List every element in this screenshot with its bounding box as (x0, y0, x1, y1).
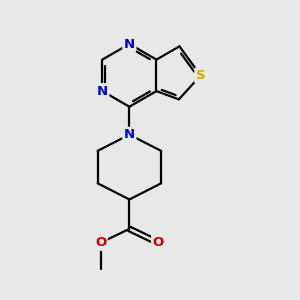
Text: N: N (97, 85, 108, 98)
Text: N: N (124, 38, 135, 50)
Text: S: S (196, 69, 206, 82)
Text: O: O (95, 236, 106, 249)
Text: N: N (124, 128, 135, 141)
Text: O: O (153, 236, 164, 249)
